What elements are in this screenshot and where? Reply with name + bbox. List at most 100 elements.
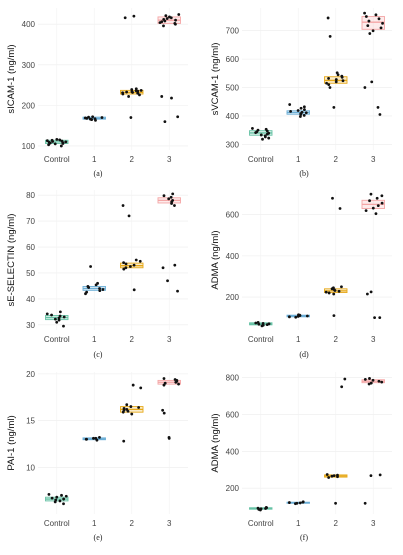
data-point (45, 139, 49, 143)
data-point (125, 403, 129, 407)
data-point (162, 194, 166, 198)
x-tick-label: Control (248, 335, 274, 344)
data-point (86, 285, 90, 288)
x-tick-label: 3 (167, 155, 172, 164)
data-point (325, 81, 328, 85)
x-tick-label: 2 (334, 335, 339, 344)
data-point (58, 310, 62, 314)
y-tick-label: 400 (226, 447, 240, 456)
data-point (251, 127, 254, 130)
y-tick-label: 20 (26, 370, 35, 379)
data-point (367, 382, 371, 386)
data-point (50, 313, 53, 317)
panel-caption: (c) (94, 350, 103, 359)
data-point (162, 377, 166, 380)
data-point (340, 285, 343, 289)
data-point (58, 499, 62, 503)
data-point (367, 19, 371, 23)
data-point (334, 501, 337, 505)
data-point (94, 436, 98, 440)
data-point (378, 316, 382, 320)
panel-0: 100 200 300 400 Control 1 2 3 sICAM-1 (ng/ml) (a) (6, 8, 188, 178)
data-point (55, 138, 59, 141)
data-point (124, 266, 128, 270)
panel-caption: (a) (94, 169, 103, 178)
data-point (164, 14, 168, 18)
data-point (288, 103, 292, 106)
data-point (132, 14, 136, 18)
data-point (58, 138, 62, 142)
data-point (129, 116, 133, 119)
data-point (173, 378, 177, 381)
data-point (128, 265, 132, 268)
data-point (170, 96, 173, 100)
data-point (101, 288, 105, 291)
data-point (287, 315, 291, 319)
y-tick-label: 600 (226, 211, 240, 220)
data-point (138, 93, 141, 97)
data-point (98, 435, 101, 439)
data-point (373, 316, 376, 320)
data-point (376, 204, 380, 208)
data-point (55, 495, 59, 499)
x-tick-label: Control (44, 335, 70, 344)
data-point (301, 500, 305, 504)
x-tick-label: Control (44, 519, 70, 528)
data-point (365, 292, 369, 296)
data-point (139, 386, 143, 390)
data-point (166, 279, 169, 283)
data-point (173, 263, 177, 267)
data-point (375, 196, 379, 200)
y-tick-label: 400 (22, 20, 36, 29)
data-point (92, 436, 95, 440)
data-point (162, 24, 165, 28)
data-point (98, 289, 102, 292)
y-tick-label: 50 (26, 269, 35, 278)
x-tick-label: 3 (167, 335, 172, 344)
y-tick-label: 40 (26, 295, 35, 304)
data-point (371, 206, 375, 210)
data-point (132, 288, 136, 292)
data-point (60, 493, 63, 497)
data-point (85, 290, 89, 294)
data-point (338, 207, 342, 210)
data-point (121, 204, 125, 207)
data-point (340, 74, 344, 78)
data-point (123, 16, 127, 20)
data-point (328, 86, 332, 89)
data-point (169, 195, 173, 199)
data-point (174, 18, 177, 22)
y-tick-label: 100 (22, 142, 36, 151)
data-point (47, 492, 51, 496)
data-point (62, 497, 66, 501)
data-point (259, 507, 263, 511)
data-point (374, 212, 378, 216)
x-tick-label: 2 (130, 335, 135, 344)
y-tick-label: 400 (226, 112, 240, 121)
data-point (58, 314, 62, 318)
data-point (330, 474, 334, 478)
data-point (62, 502, 65, 506)
panel-2: 30 40 50 60 70 80 Control 1 2 3 sE-SELECTIN (ng/ml… (6, 190, 188, 359)
data-point (379, 26, 383, 30)
data-point (328, 35, 332, 38)
y-tick-label: 70 (26, 217, 35, 226)
data-point (163, 381, 167, 385)
data-point (259, 133, 263, 137)
panel-3: 200 400 600 Control 1 2 3 ADMA (ng/ml) (d) (210, 190, 392, 359)
data-point (139, 88, 143, 92)
x-tick-label: Control (248, 155, 274, 164)
data-point (327, 476, 331, 479)
data-point (363, 501, 367, 505)
data-point (298, 501, 302, 505)
data-point (168, 15, 171, 19)
data-point (161, 266, 165, 270)
data-point (96, 281, 99, 285)
data-point (160, 95, 164, 98)
data-point (130, 88, 134, 91)
data-point (134, 258, 138, 262)
data-point (334, 78, 338, 81)
x-tick-label: 3 (371, 155, 376, 164)
